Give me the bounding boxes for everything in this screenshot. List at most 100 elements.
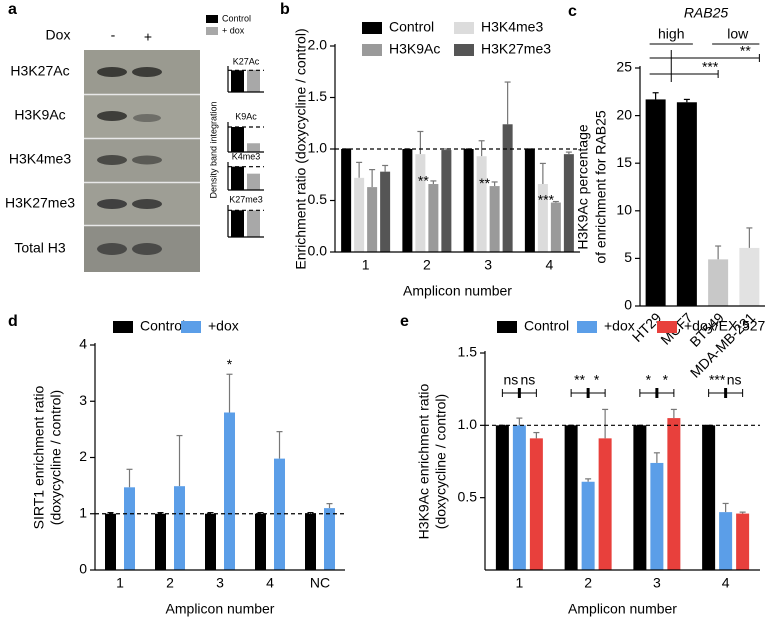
legend-swatch bbox=[206, 27, 218, 35]
y-tick-label: 0 bbox=[624, 297, 632, 313]
y-axis-label: Enrichment ratio (doxycycline / control) bbox=[293, 28, 309, 269]
group-label: low bbox=[727, 26, 749, 42]
significance-label: * bbox=[594, 372, 600, 388]
bar bbox=[255, 513, 266, 570]
significance-label: ** bbox=[740, 43, 751, 59]
bar bbox=[524, 149, 535, 252]
y-axis-label: Density band integration bbox=[208, 101, 218, 198]
bar bbox=[380, 171, 391, 252]
y-tick-label: 25 bbox=[616, 59, 632, 75]
y-tick-label: 10 bbox=[616, 202, 632, 218]
legend-swatch bbox=[362, 44, 382, 56]
bar bbox=[324, 508, 335, 570]
bar bbox=[305, 513, 316, 570]
y-tick-label: 1.0 bbox=[308, 140, 328, 156]
bar bbox=[537, 184, 548, 252]
row-label: Total H3 bbox=[14, 240, 66, 256]
panel-label: b bbox=[280, 1, 290, 18]
legend-label: +dox bbox=[208, 318, 239, 334]
significance-label: * bbox=[663, 372, 669, 388]
bar bbox=[667, 418, 681, 570]
legend-swatch bbox=[454, 22, 474, 34]
bar bbox=[105, 513, 116, 570]
legend-label: Control bbox=[140, 318, 185, 334]
bar bbox=[550, 202, 561, 252]
y-tick-label: 1.5 bbox=[308, 88, 328, 104]
legend-label: Control bbox=[524, 318, 569, 334]
significance-label: ** bbox=[479, 175, 490, 191]
legend-label: Control bbox=[222, 13, 251, 23]
significance-label: *** bbox=[709, 372, 726, 388]
panel-label: c bbox=[568, 3, 577, 20]
y-tick-label: 2 bbox=[79, 448, 87, 464]
lane-label: + bbox=[144, 29, 152, 45]
bar bbox=[224, 412, 235, 570]
legend-swatch bbox=[362, 22, 382, 34]
bar bbox=[489, 186, 500, 252]
bar bbox=[205, 513, 216, 570]
y-tick-label: 1.0 bbox=[458, 416, 478, 432]
x-tick-label: 3 bbox=[484, 257, 492, 273]
y-axis-label: (doxycycline / control) bbox=[433, 394, 449, 529]
y-tick-label: 0.5 bbox=[308, 191, 328, 207]
subplot-title: K9Ac bbox=[235, 111, 257, 121]
legend-label: +dox bbox=[604, 318, 635, 334]
x-axis-label: Amplicon number bbox=[568, 601, 677, 617]
bar bbox=[341, 149, 352, 252]
y-tick-label: 20 bbox=[616, 106, 632, 122]
y-tick-label: 1 bbox=[79, 504, 87, 520]
bar bbox=[581, 481, 595, 570]
bar bbox=[702, 425, 716, 570]
bar bbox=[564, 425, 578, 570]
bar bbox=[463, 149, 474, 252]
y-axis-label: of enrichment for RAB25 bbox=[593, 110, 609, 264]
significance-label: *** bbox=[702, 59, 719, 75]
row-label: H3K27me3 bbox=[5, 195, 75, 211]
legend-swatch bbox=[657, 321, 677, 333]
bar bbox=[645, 99, 666, 306]
x-tick-label: 1 bbox=[515, 575, 523, 591]
panel-label: e bbox=[400, 313, 409, 330]
blot-image bbox=[84, 50, 200, 272]
bar bbox=[736, 513, 750, 570]
bar bbox=[124, 487, 135, 570]
x-tick-label: 2 bbox=[166, 575, 174, 591]
legend-swatch bbox=[497, 321, 517, 333]
x-axis-label: Amplicon number bbox=[166, 601, 275, 617]
legend-label: + dox bbox=[222, 25, 245, 35]
legend-label: H3K9Ac bbox=[389, 41, 440, 57]
y-axis-label: H3K9Ac enrichment ratio bbox=[416, 383, 432, 539]
bar bbox=[174, 486, 185, 570]
bar bbox=[676, 102, 697, 306]
subplot-title: K4me3 bbox=[232, 151, 261, 161]
bar bbox=[476, 156, 487, 252]
x-tick-label: 2 bbox=[423, 257, 431, 273]
legend-label: +dox/EX-527 bbox=[684, 318, 766, 334]
x-axis-label: Amplicon number bbox=[403, 283, 512, 299]
subplot-title: K27Ac bbox=[233, 56, 260, 66]
significance-label: ns bbox=[520, 372, 535, 388]
y-tick-label: 5 bbox=[624, 249, 632, 265]
legend-label: H3K27me3 bbox=[481, 41, 551, 57]
y-axis-label: (doxycycline / control) bbox=[48, 390, 64, 525]
x-tick-label: 1 bbox=[362, 257, 370, 273]
y-tick-label: 3 bbox=[79, 392, 87, 408]
bar bbox=[719, 512, 733, 570]
y-tick-label: 0 bbox=[79, 561, 87, 577]
chart-title: RAB25 bbox=[684, 5, 729, 21]
bar bbox=[367, 187, 378, 252]
legend-swatch bbox=[206, 15, 218, 23]
panel-label: a bbox=[8, 1, 17, 18]
y-tick-label: 1.5 bbox=[458, 344, 478, 360]
x-tick-label: NC bbox=[310, 575, 330, 591]
bar bbox=[441, 150, 452, 252]
x-tick-label: 1 bbox=[116, 575, 124, 591]
bar bbox=[633, 425, 647, 570]
bar bbox=[529, 438, 543, 570]
row-label: H3K4me3 bbox=[9, 151, 71, 167]
y-tick-label: 2.0 bbox=[308, 37, 328, 53]
x-tick-label: 3 bbox=[653, 575, 661, 591]
significance-label: *** bbox=[538, 191, 555, 207]
significance-label: ** bbox=[574, 372, 585, 388]
